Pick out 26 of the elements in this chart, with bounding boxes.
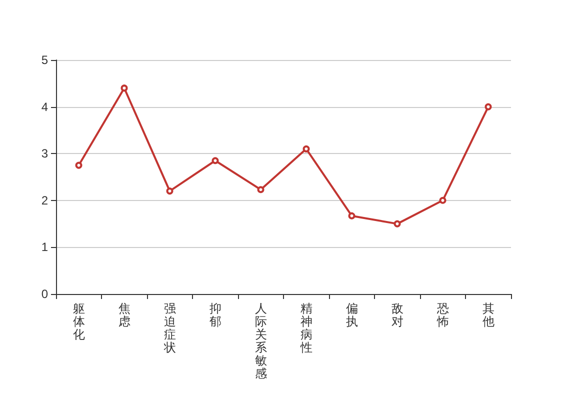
point <box>166 188 174 195</box>
y-tick-label: 3 <box>41 146 48 161</box>
y-tick-label: 2 <box>41 193 48 208</box>
x-tick-label: 抑郁 <box>209 302 222 328</box>
point <box>484 103 492 110</box>
y-tick-label: 0 <box>41 287 48 301</box>
y-tick-label: 1 <box>41 240 48 254</box>
x-tick-label: 人际关系敏感 <box>254 302 267 380</box>
point <box>75 162 82 169</box>
x-tick-label: 精神病性 <box>299 302 312 354</box>
x-tick-label: 其他 <box>482 302 494 328</box>
point <box>348 212 356 220</box>
x-tick-label: 焦虑 <box>118 302 130 328</box>
point <box>302 145 310 152</box>
y-tick-label: 4 <box>41 100 48 114</box>
point <box>120 84 128 92</box>
point <box>257 186 264 194</box>
x-tick-label: 恐怖 <box>436 302 449 328</box>
x-tick-label: 强迫症状 <box>162 302 176 354</box>
y-tick-label: 5 <box>41 53 48 67</box>
x-tick-label: 偏执 <box>346 302 358 328</box>
x-tick-label: 躯体化 <box>72 302 85 342</box>
point <box>394 220 401 228</box>
point <box>212 157 219 164</box>
point <box>439 196 446 204</box>
x-tick-label: 敌对 <box>391 302 404 328</box>
